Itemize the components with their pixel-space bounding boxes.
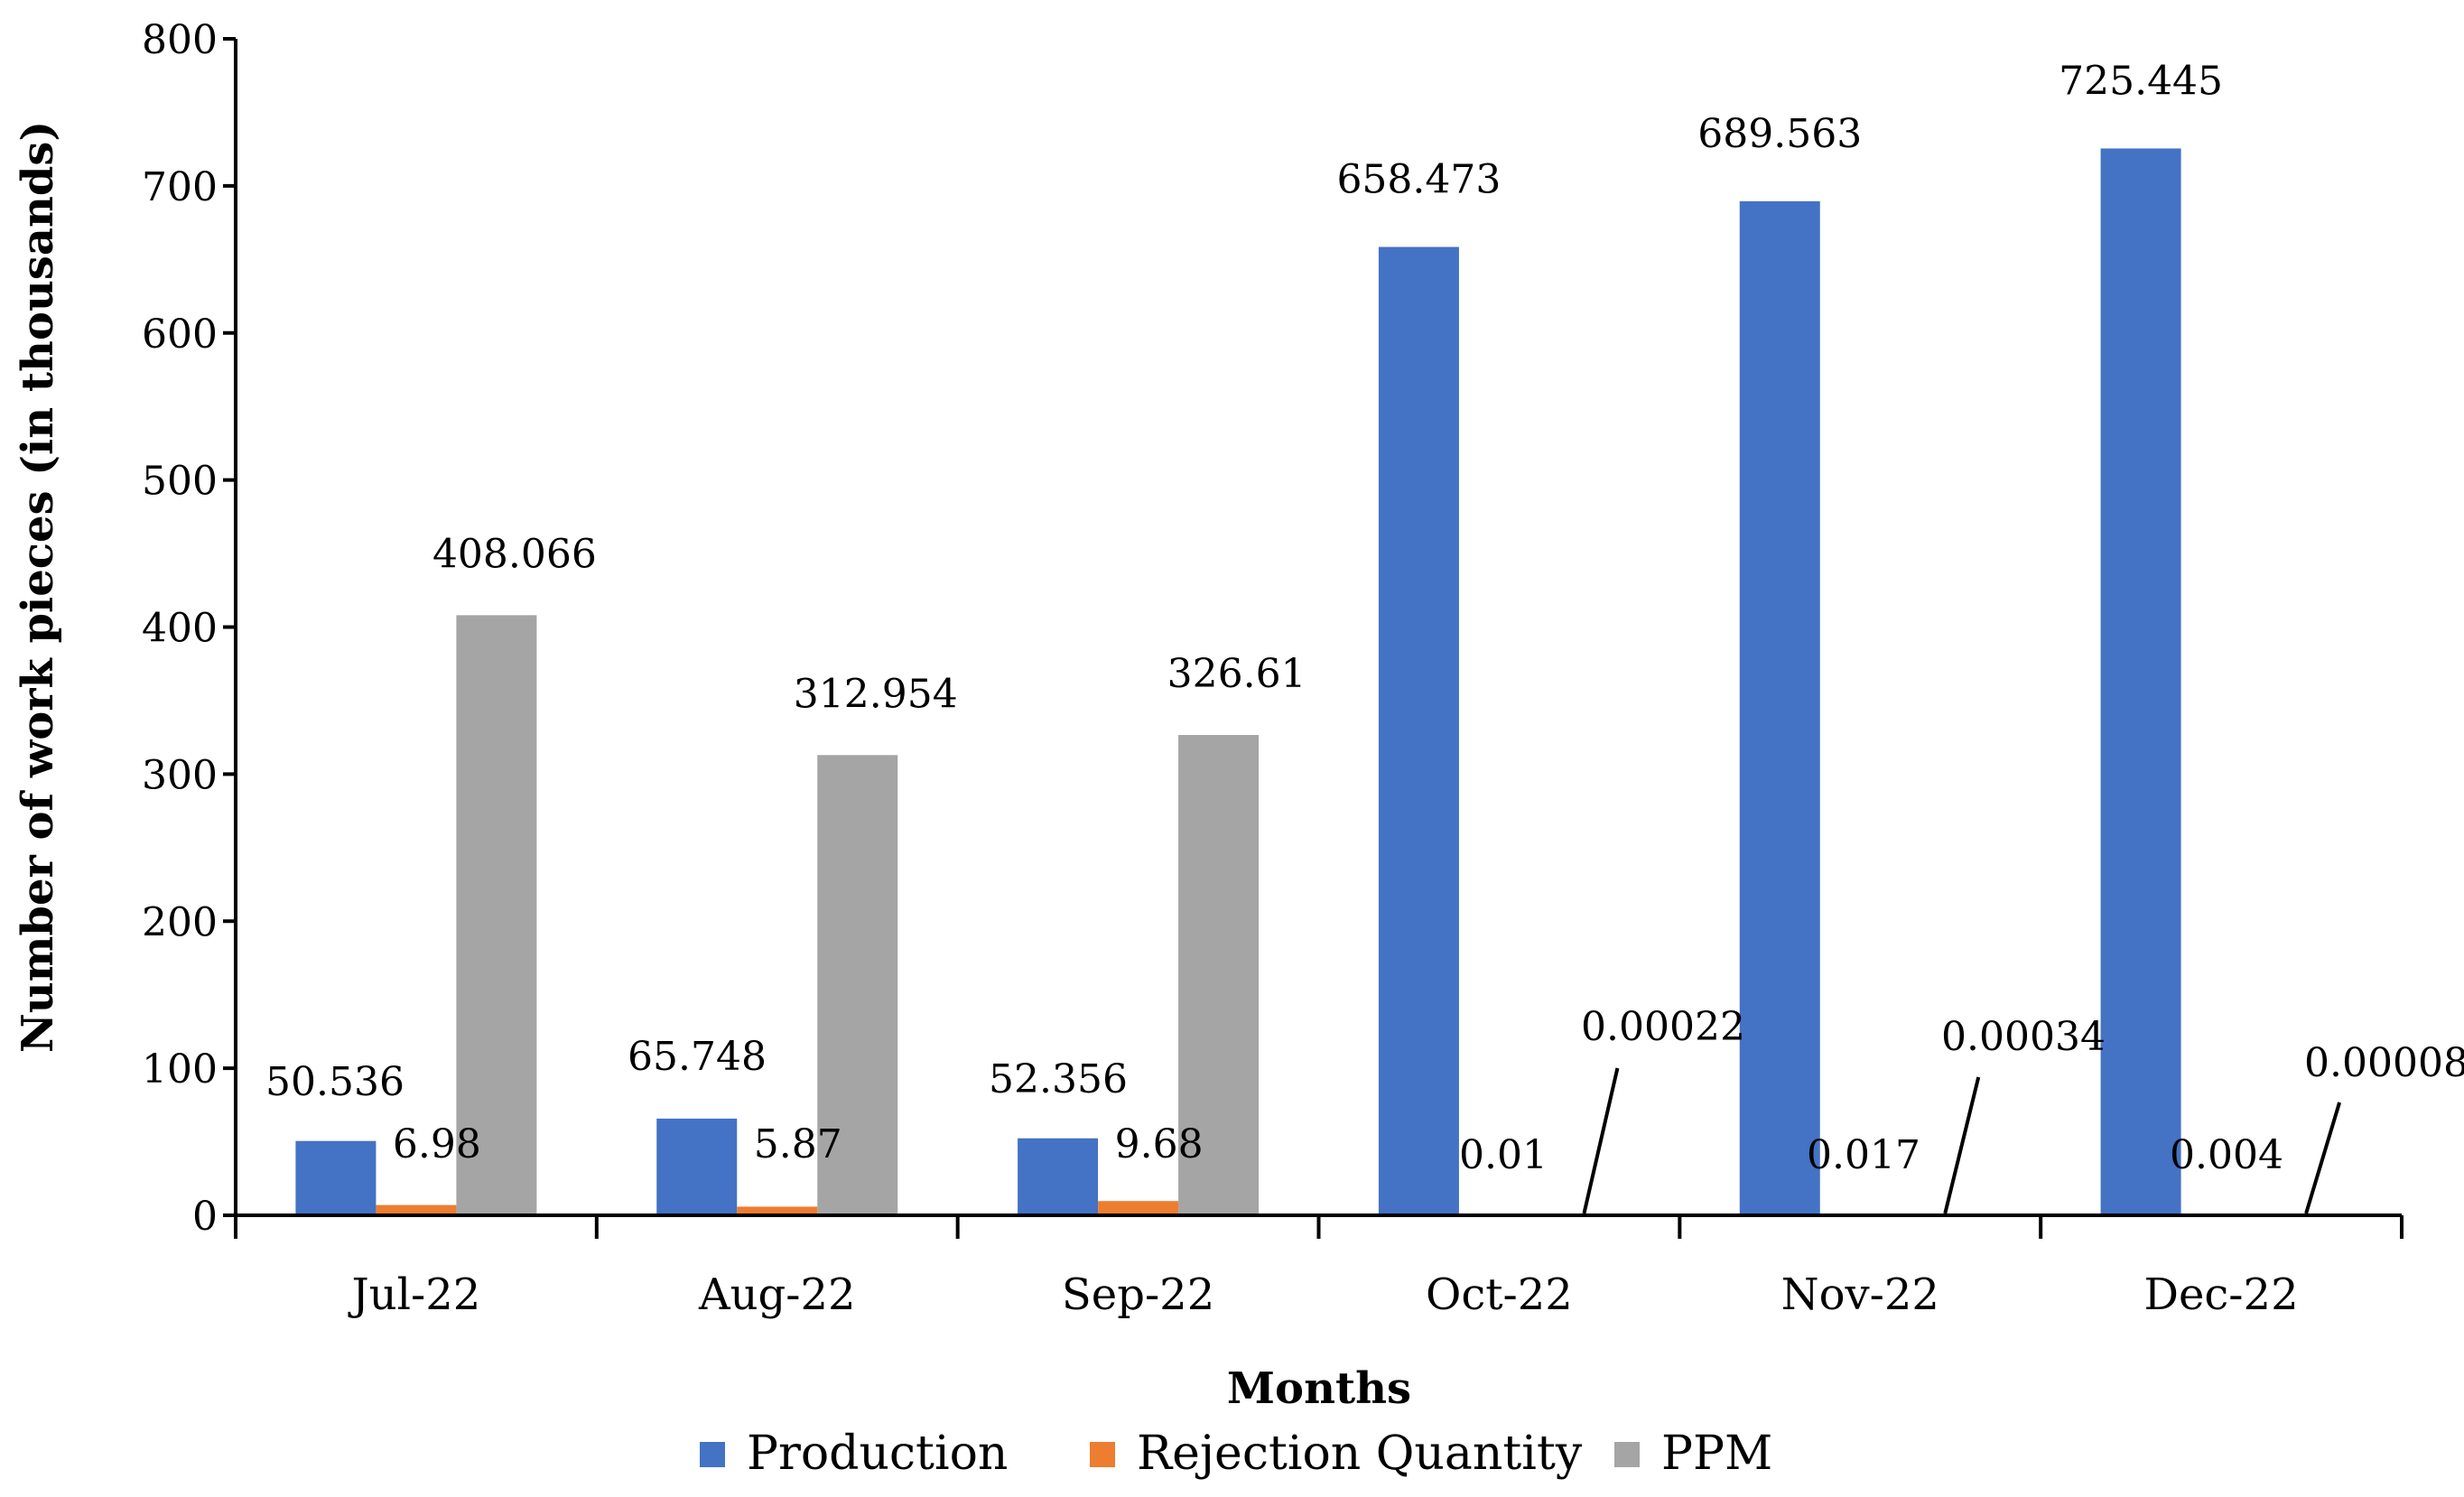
x-tick-label: Dec-22 [2144,1269,2299,1320]
y-tick-label: 300 [142,752,218,798]
data-label-ppm: 408.066 [432,531,597,577]
legend-swatch [700,1442,725,1467]
y-tick-label: 0 [192,1194,218,1240]
data-label-ppm: 0.00034 [1941,1014,2106,1060]
data-label-production: 658.473 [1336,157,1501,203]
y-tick-label: 800 [142,17,218,63]
bar-production [2100,148,2181,1216]
data-label-production: 65.748 [628,1034,767,1080]
y-tick-label: 600 [142,311,218,358]
data-label-rejection-quantity: 5.87 [754,1121,842,1167]
y-tick-label: 200 [142,899,218,945]
data-label-production: 52.356 [989,1056,1128,1102]
data-labels-layer: 50.536 65.748 52.356 658.473 689.563 725.445 6… [265,58,2464,1178]
leader-line [1582,1067,1620,1214]
leader-line [2304,1102,2341,1214]
legend-label: Rejection Quantity [1137,1427,1583,1481]
legend-label: PPM [1661,1427,1772,1481]
legend-label: Production [747,1427,1008,1481]
legend: Production Rejection Quantity PPM [700,1427,1772,1481]
data-label-ppm: 326.61 [1167,651,1306,697]
x-tick-label: Nov-22 [1781,1269,1939,1320]
x-axis-title: Months [1227,1363,1411,1414]
data-label-rejection-quantity: 0.004 [2170,1132,2283,1178]
data-label-rejection-quantity: 0.01 [1459,1132,1548,1178]
x-tick-label: Jul-22 [348,1269,481,1320]
bar-ppm [1178,735,1260,1215]
bar-rejection-quantity [376,1204,457,1215]
y-tick-label: 500 [142,459,218,505]
data-label-ppm: 0.00022 [1581,1004,1745,1050]
data-label-ppm: 312.954 [794,671,958,717]
bars-layer [295,148,2342,1216]
leader-line [1943,1076,1981,1214]
bar-rejection-quantity [737,1206,818,1215]
bar-ppm [817,755,898,1215]
data-label-rejection-quantity: 0.017 [1807,1132,1920,1178]
x-tick-label: Aug-22 [698,1269,856,1320]
y-tick-label: 700 [142,164,218,210]
legend-swatch [1614,1442,1640,1467]
bar-ppm [456,615,537,1215]
data-label-production: 725.445 [2059,58,2223,104]
bar-production [656,1118,738,1215]
bar-production [295,1140,377,1215]
data-label-ppm: 0.00008 [2304,1040,2464,1086]
data-label-production: 50.536 [265,1059,404,1105]
x-tick-label: Sep-22 [1062,1269,1214,1320]
legend-swatch [1090,1442,1115,1467]
y-axis-title: Number of work pieces (in thousands) [13,121,63,1053]
axes-layer: 0 100 200 300 400 500 600 700 800 Jul-22 Aug-22 Sep… [142,17,2404,1320]
bar-production [1018,1138,1099,1215]
data-label-rejection-quantity: 6.98 [393,1121,481,1167]
bar-rejection-quantity [1098,1201,1179,1215]
bar-production [1739,200,1820,1215]
y-tick-label: 400 [142,606,218,652]
leader-lines-layer [1582,1067,2341,1214]
data-label-production: 689.563 [1697,111,1862,157]
x-tick-label: Oct-22 [1426,1269,1573,1320]
bar-production [1378,246,1459,1216]
data-label-rejection-quantity: 9.68 [1115,1121,1204,1167]
y-tick-label: 100 [142,1046,218,1093]
